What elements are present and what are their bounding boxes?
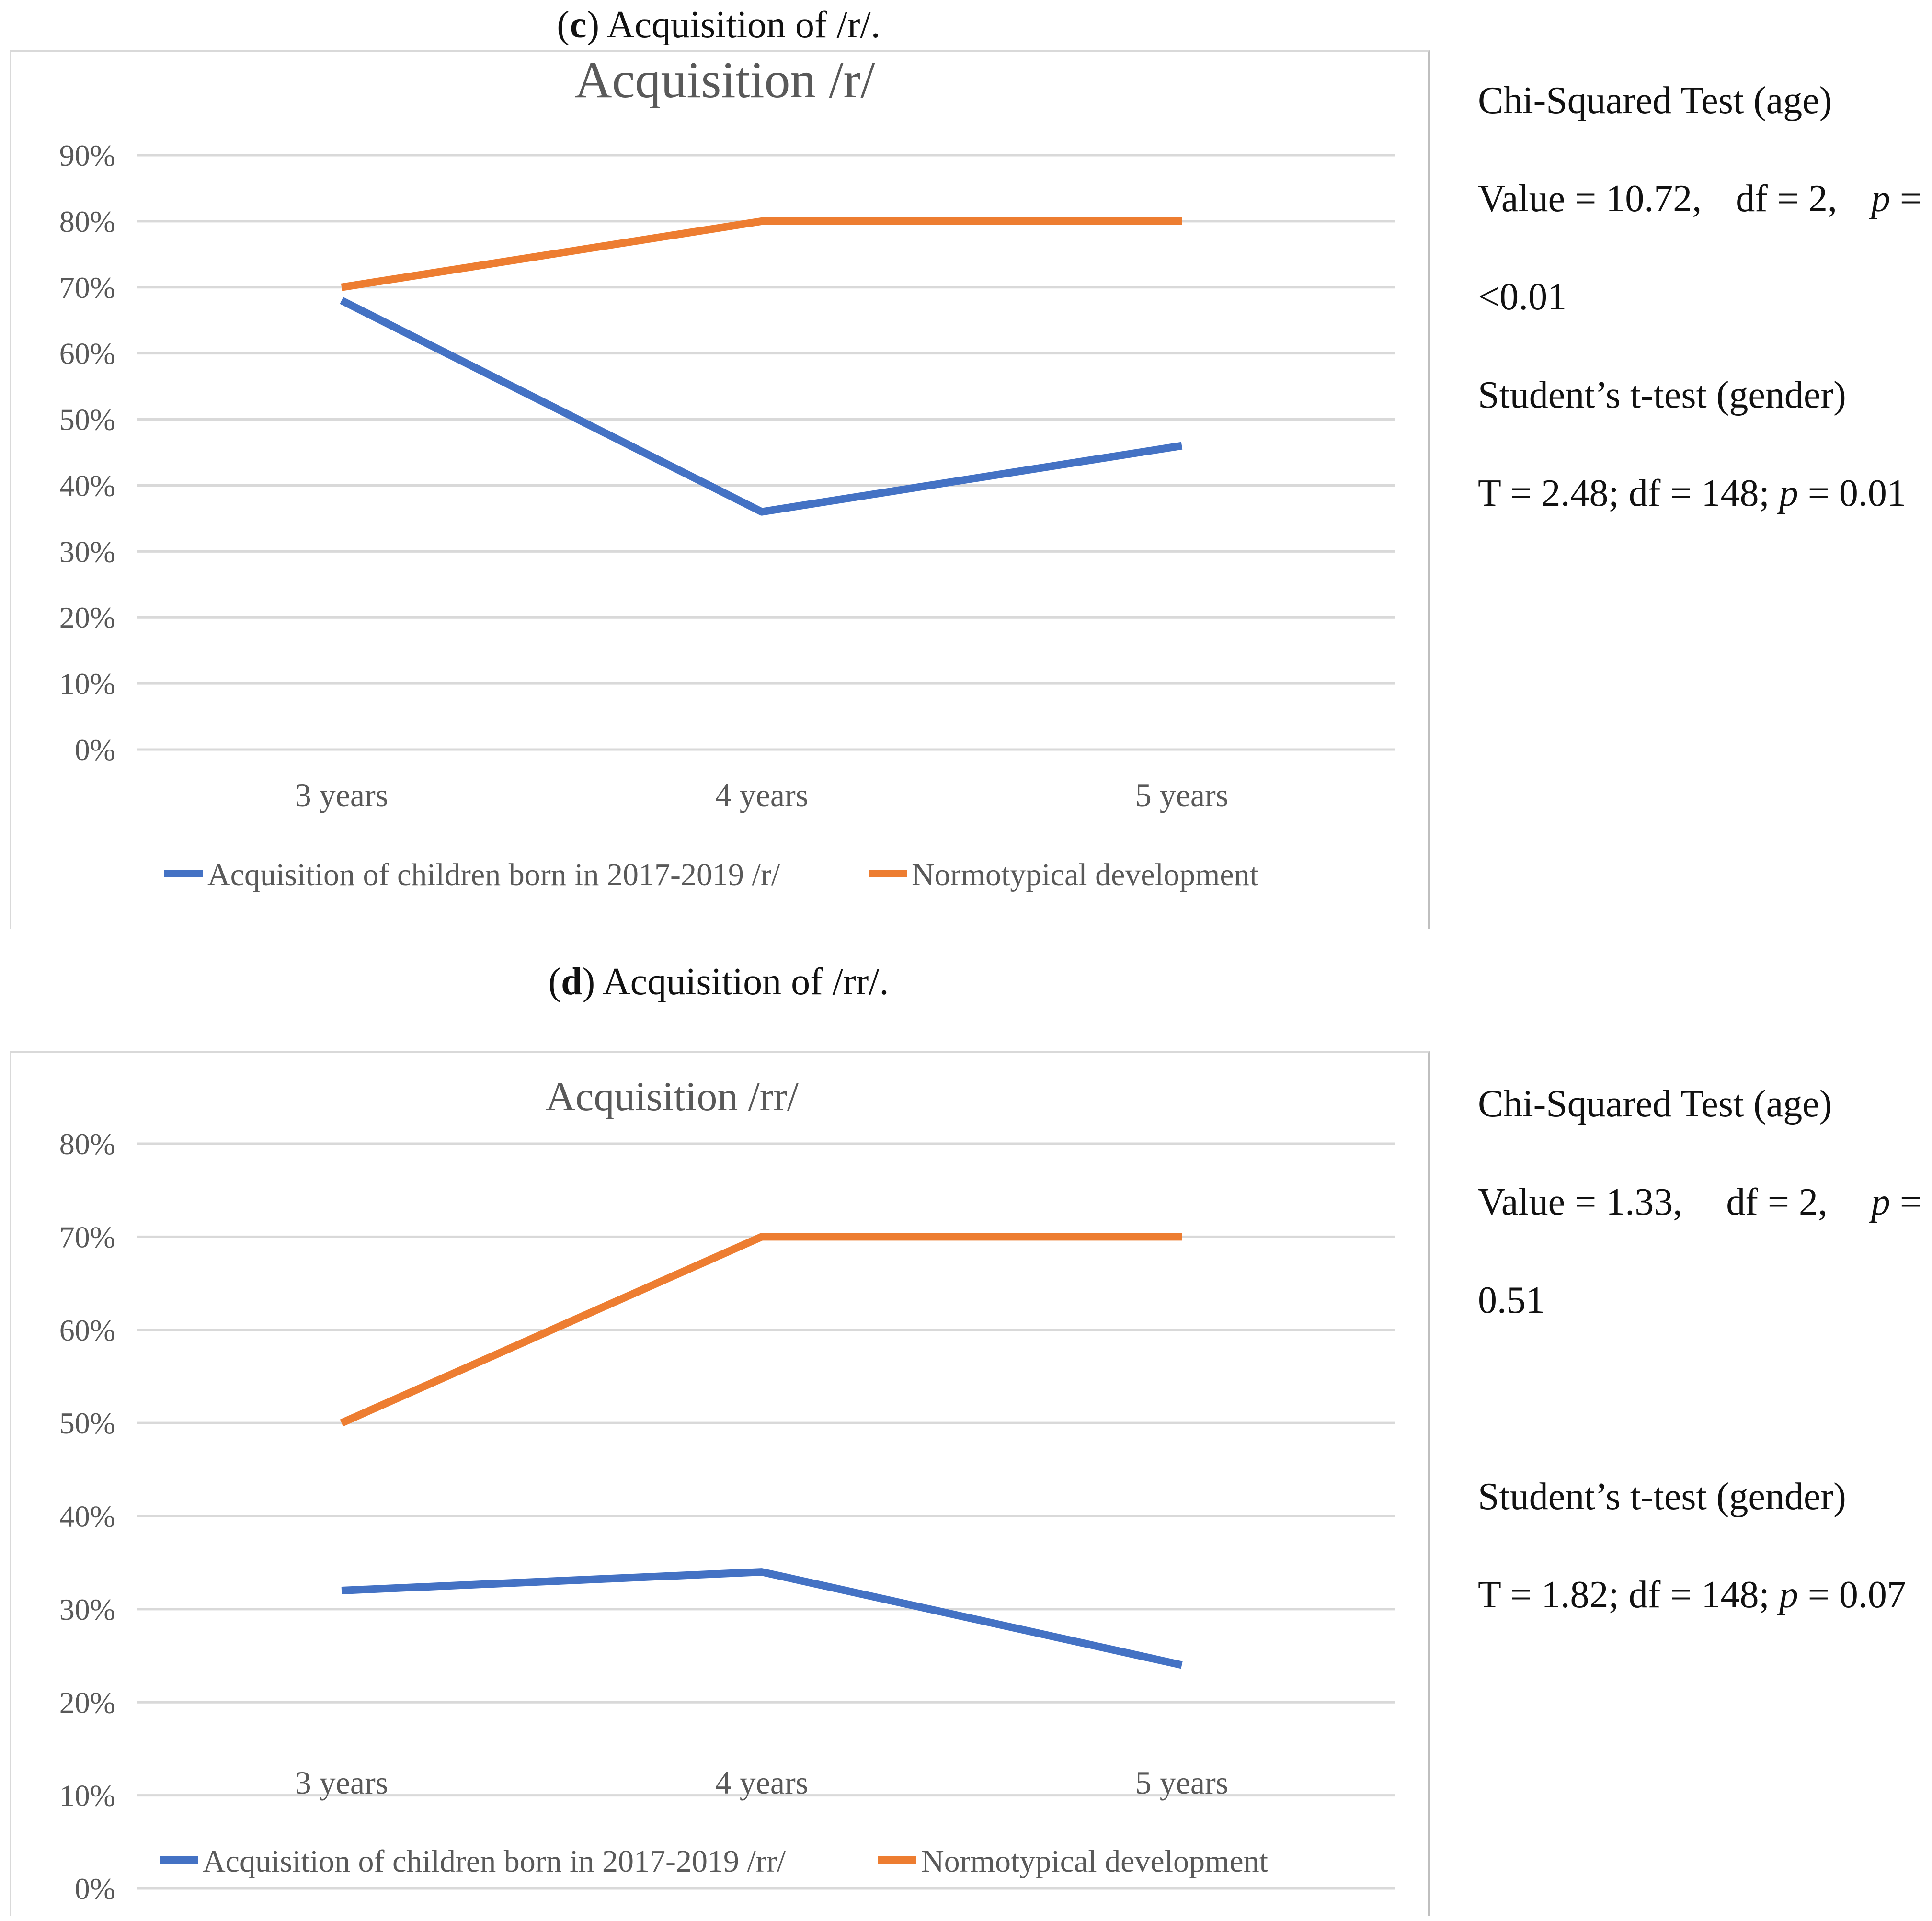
y-tick-label: 0% <box>75 1872 115 1906</box>
series-line-1 <box>341 1568 1183 1669</box>
y-tick-label: 60% <box>59 337 115 371</box>
y-tick-label: 10% <box>59 667 115 701</box>
series-line-2 <box>340 1233 1182 1427</box>
panel-d-caption: (d) Acquisition of /rr/. <box>548 961 889 1003</box>
y-tick-label: 70% <box>59 271 115 305</box>
chart-title: Acquisition /rr/ <box>546 1073 799 1119</box>
y-tick-label: 10% <box>59 1779 115 1813</box>
x-tick-label: 5 years <box>1135 1764 1228 1801</box>
legend-swatch <box>164 870 203 877</box>
y-tick-label: 40% <box>59 468 115 502</box>
chi-squared-value: Value = 1.33, df = 2, p = <box>1478 1181 1921 1223</box>
chart-c-plot: Acquisition /r/0% 10% 20% 30% 40% 50% 60% 70% 80… <box>59 52 1395 892</box>
legend-label: Normotypical development <box>921 1844 1268 1879</box>
series-line-2 <box>341 217 1182 291</box>
chart-title: Acquisition /r/ <box>575 52 875 109</box>
x-tick-label: 3 years <box>295 1764 388 1801</box>
y-tick-label: 0% <box>75 733 115 767</box>
x-tick-label: 4 years <box>715 1764 808 1801</box>
y-tick-label: 40% <box>59 1500 115 1534</box>
y-tick-label: 80% <box>59 1127 115 1161</box>
legend-label: Acquisition of children born in 2017-201… <box>207 857 780 892</box>
legend-swatch <box>869 870 907 877</box>
chart-d-plot: Acquisition /rr/0% 10% 20% 30% 40% 50% 60% 70% 8… <box>59 1073 1395 1906</box>
legend-label: Acquisition of children born in 2017-201… <box>203 1844 786 1879</box>
t-test-title: Student’s t-test (gender) <box>1478 1476 1846 1518</box>
y-tick-label: 30% <box>59 534 115 568</box>
legend-swatch <box>160 1856 198 1864</box>
x-tick-label: 4 years <box>715 777 808 813</box>
t-test-title: Student’s t-test (gender) <box>1478 374 1846 416</box>
y-tick-label: 90% <box>59 138 115 172</box>
y-tick-label: 80% <box>59 205 115 239</box>
chi-squared-title: Chi-Squared Test (age) <box>1478 1083 1832 1125</box>
t-test-value: T = 1.82; df = 148; p = 0.07 <box>1478 1574 1906 1616</box>
chi-squared-value: Value = 10.72, df = 2, p = <box>1478 178 1921 220</box>
y-tick-label: 50% <box>59 403 115 437</box>
chi-squared-p-value: 0.51 <box>1478 1279 1545 1321</box>
y-tick-label: 50% <box>59 1406 115 1440</box>
chi-squared-title: Chi-Squared Test (age) <box>1478 80 1832 122</box>
t-test-value: T = 2.48; df = 148; p = 0.01 <box>1478 472 1906 514</box>
series-line-1 <box>340 297 1183 516</box>
legend-swatch <box>878 1856 916 1864</box>
chi-squared-p-value: <0.01 <box>1478 276 1567 318</box>
x-tick-label: 5 years <box>1135 777 1228 813</box>
chart-c-frame: Acquisition /r/0% 10% 20% 30% 40% 50% 60% 70% 80… <box>10 50 1430 929</box>
panel-c-caption: (c) Acquisition of /r/. <box>557 4 880 46</box>
x-tick-label: 3 years <box>295 777 388 813</box>
y-tick-label: 60% <box>59 1313 115 1347</box>
legend-label: Normotypical development <box>912 857 1258 892</box>
chart-d-frame: Acquisition /rr/0% 10% 20% 30% 40% 50% 60% 70% 8… <box>10 1051 1430 1916</box>
y-tick-label: 20% <box>59 1685 115 1719</box>
y-tick-label: 70% <box>59 1220 115 1254</box>
y-tick-label: 20% <box>59 601 115 635</box>
y-tick-label: 30% <box>59 1592 115 1626</box>
